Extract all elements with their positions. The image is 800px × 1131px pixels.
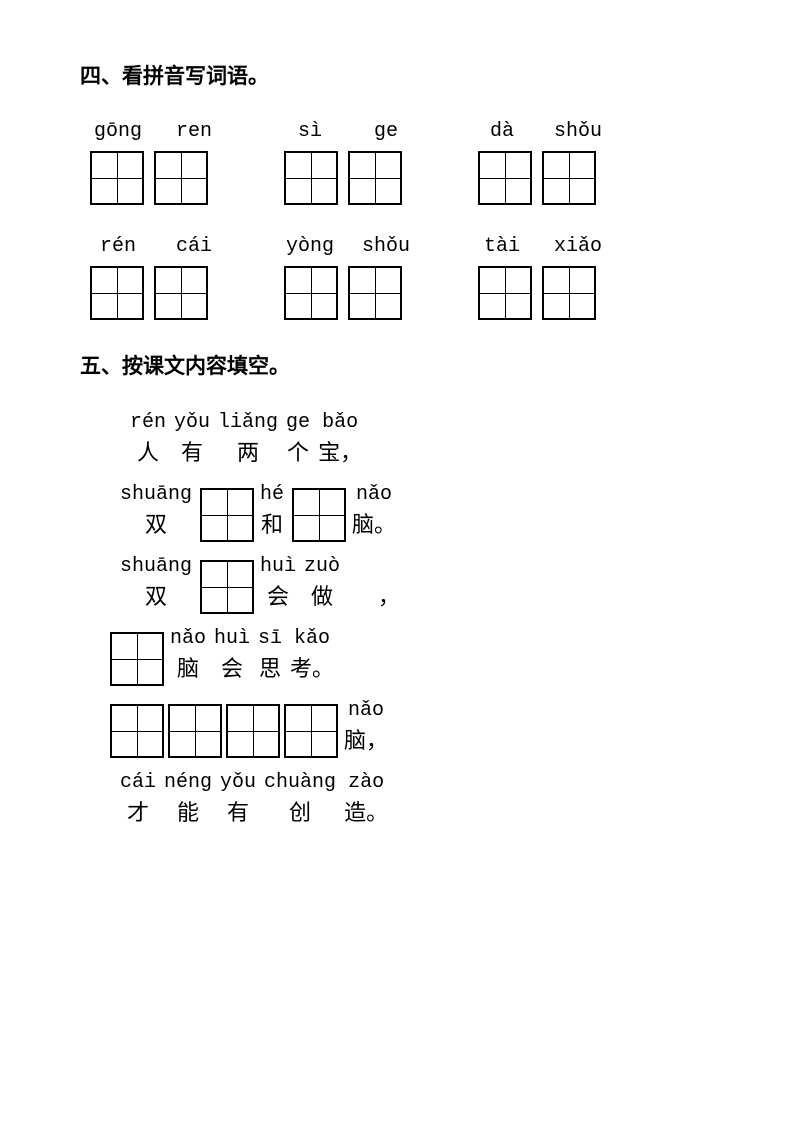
tian-box[interactable] — [284, 704, 338, 758]
pinyin-row: réncái yòng shǒu tàixiǎo — [90, 235, 720, 258]
text-line: nǎo脑， — [110, 698, 720, 758]
char: 有 — [227, 796, 249, 830]
pinyin-cell: ren — [166, 120, 222, 143]
tian-box[interactable] — [154, 151, 208, 205]
pinyin: ge — [286, 410, 310, 436]
tian-box[interactable] — [90, 151, 144, 205]
pinyin: cái — [120, 770, 156, 796]
pinyin: shuāng — [120, 554, 192, 580]
pinyin: zuò — [304, 554, 340, 580]
char: 双 — [145, 580, 167, 614]
pinyin: sī — [258, 626, 282, 652]
char: 有 — [181, 436, 203, 470]
pinyin: huì — [214, 626, 250, 652]
tian-box[interactable] — [226, 704, 280, 758]
char: 造。 — [344, 796, 388, 830]
tian-box[interactable] — [90, 266, 144, 320]
char: 双 — [145, 508, 167, 542]
tian-box[interactable] — [154, 266, 208, 320]
pinyin: nǎo — [170, 626, 206, 652]
pinyin: bǎo — [322, 410, 358, 436]
pinyin-cell: ge — [358, 120, 414, 143]
pinyin: chuàng — [264, 770, 336, 796]
tian-box[interactable] — [200, 560, 254, 614]
char: 脑。 — [352, 508, 396, 542]
pinyin-cell: sì — [282, 120, 338, 143]
pinyin: rén — [130, 410, 166, 436]
pinyin-cell: tài — [474, 235, 530, 258]
text-line: shuāng双 huì会 zuò做 ， — [120, 554, 720, 614]
pinyin: kǎo — [294, 626, 330, 652]
pinyin: yǒu — [220, 770, 256, 796]
char: 两 — [237, 436, 259, 470]
pinyin-row: gōngren sìge dàshǒu — [90, 120, 720, 143]
section-4: 四、看拼音写词语。 gōngren sìge dàshǒu réncái yòn… — [80, 60, 720, 320]
text-line: shuāng双 hé和 nǎo脑。 — [120, 482, 720, 542]
tian-box[interactable] — [292, 488, 346, 542]
char: 脑 — [177, 652, 199, 686]
text-line: nǎo脑 huì会 sī思 kǎo考。 — [110, 626, 720, 686]
pinyin-cell: rén — [90, 235, 146, 258]
pinyin: shuāng — [120, 482, 192, 508]
pinyin-cell: dà — [474, 120, 530, 143]
text-line: rén人 yǒu有 liǎng两 ge个 bǎo宝， — [130, 410, 720, 470]
char: 能 — [177, 796, 199, 830]
char: 会 — [221, 652, 243, 686]
char: 思 — [259, 652, 281, 686]
tian-box[interactable] — [348, 151, 402, 205]
char: ， — [378, 580, 400, 614]
tian-box[interactable] — [284, 151, 338, 205]
pinyin: nǎo — [348, 698, 384, 724]
pinyin-cell: gōng — [90, 120, 146, 143]
char: 做 — [311, 580, 333, 614]
char: 脑， — [344, 724, 388, 758]
pinyin: huì — [260, 554, 296, 580]
tian-box[interactable] — [542, 151, 596, 205]
section-5-title: 五、按课文内容填空。 — [80, 350, 720, 380]
pinyin: néng — [164, 770, 212, 796]
tian-box[interactable] — [542, 266, 596, 320]
char: 和 — [261, 508, 283, 542]
char: 才 — [127, 796, 149, 830]
tian-box[interactable] — [168, 704, 222, 758]
section-5: 五、按课文内容填空。 rén人 yǒu有 liǎng两 ge个 bǎo宝， sh… — [80, 350, 720, 830]
pinyin: hé — [260, 482, 284, 508]
box-row — [90, 151, 720, 205]
box-row — [90, 266, 720, 320]
text-line: cái才 néng能 yǒu有 chuàng创 zào造。 — [120, 770, 720, 830]
char: 宝， — [318, 436, 362, 470]
char: 考。 — [290, 652, 334, 686]
char: 人 — [137, 436, 159, 470]
tian-box[interactable] — [110, 704, 164, 758]
pinyin-cell: shǒu — [550, 120, 606, 143]
section-4-title: 四、看拼音写词语。 — [80, 60, 720, 90]
tian-box[interactable] — [200, 488, 254, 542]
pinyin-cell: shǒu — [358, 235, 414, 258]
pinyin: liǎng — [218, 410, 278, 436]
char: 个 — [287, 436, 309, 470]
tian-box[interactable] — [284, 266, 338, 320]
pinyin-cell: xiǎo — [550, 235, 606, 258]
pinyin: nǎo — [356, 482, 392, 508]
pinyin-cell: cái — [166, 235, 222, 258]
char: 会 — [267, 580, 289, 614]
tian-box[interactable] — [478, 266, 532, 320]
tian-box[interactable] — [478, 151, 532, 205]
tian-box[interactable] — [348, 266, 402, 320]
pinyin: yǒu — [174, 410, 210, 436]
pinyin: zào — [348, 770, 384, 796]
tian-box[interactable] — [110, 632, 164, 686]
pinyin-cell: yòng — [282, 235, 338, 258]
char: 创 — [289, 796, 311, 830]
